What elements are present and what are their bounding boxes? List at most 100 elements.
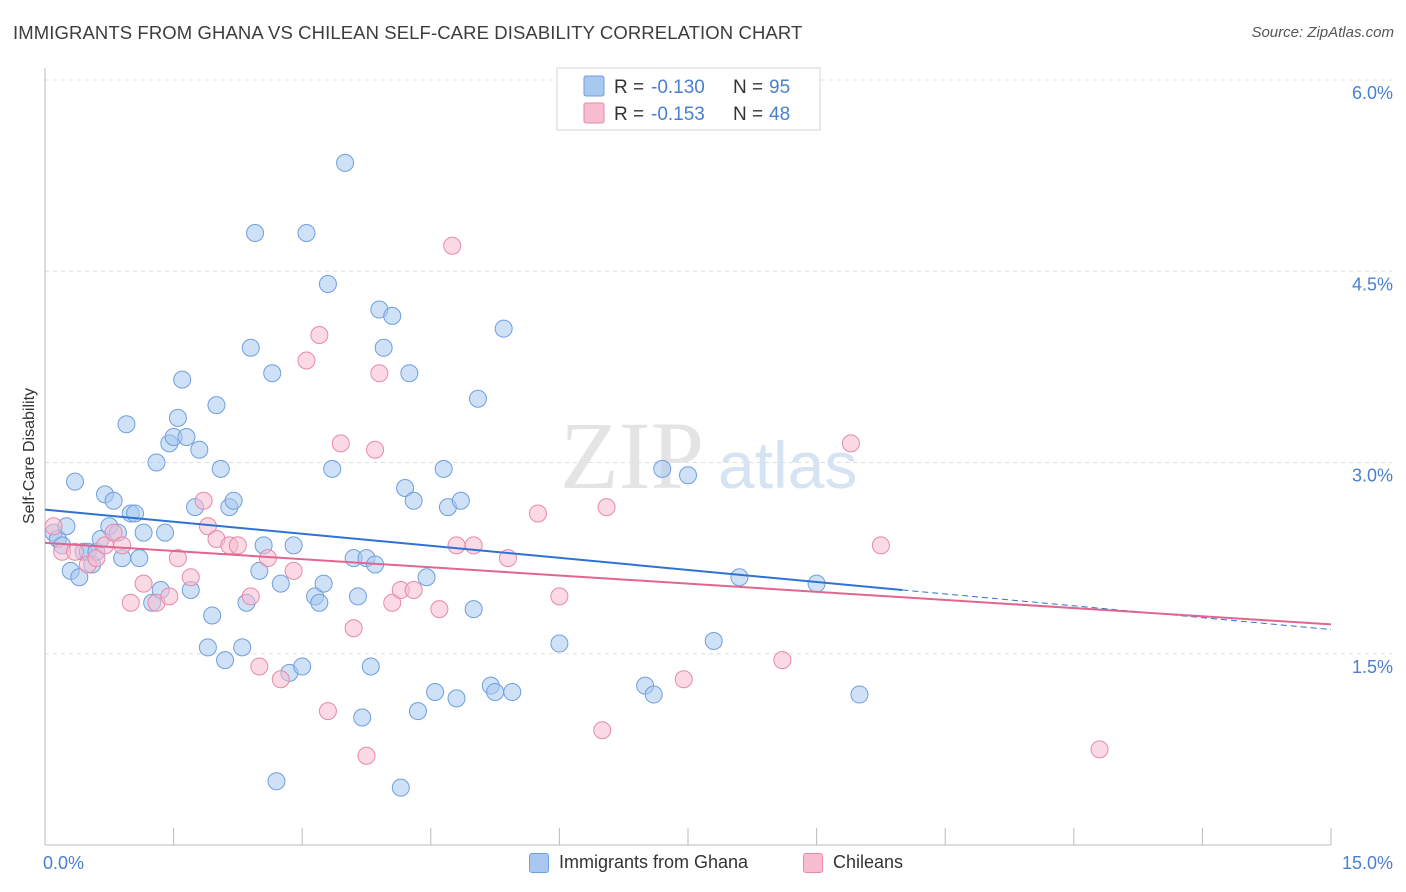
chilean-point-44 <box>674 670 693 689</box>
ghana-trend-line <box>44 508 903 591</box>
chilean-point-24 <box>297 351 316 370</box>
legend-n-value-ghana: 95 <box>769 77 790 98</box>
ghana-point-68 <box>383 306 402 325</box>
axes <box>44 68 1332 846</box>
correlation-legend: R = -0.130 N = 95 R = -0.153 N = 48 <box>556 67 821 131</box>
ghana-point-72 <box>404 491 423 510</box>
ghana-point-81 <box>468 389 487 408</box>
series-legend: Immigrants from Ghana Chileans <box>0 848 1406 880</box>
legend-item-chileans[interactable]: Chileans <box>803 852 903 873</box>
ghana-point-49 <box>271 574 290 593</box>
chilean-point-32 <box>383 593 402 612</box>
chilean-point-12 <box>168 549 187 568</box>
ghana-point-61 <box>348 587 367 606</box>
ghana-point-34 <box>198 638 217 657</box>
chilean-point-4 <box>87 549 106 568</box>
chilean-point-14 <box>194 491 213 510</box>
tick-labels: 1.5% 3.0% 4.5% 6.0% 0.0% 15.0% <box>43 83 1393 873</box>
ghana-point-83 <box>486 683 505 701</box>
legend-swatch-chileans <box>803 852 823 873</box>
ghana-point-5 <box>66 472 85 491</box>
ghana-point-45 <box>250 561 269 580</box>
y-tick-label-2: 4.5% <box>1352 274 1393 294</box>
ghana-point-43 <box>241 338 260 357</box>
chilean-point-2 <box>66 542 85 561</box>
legend-r-value-ghana: -0.130 <box>651 77 705 98</box>
legend-swatch-ghana <box>583 75 605 97</box>
ghana-point-14 <box>104 491 123 510</box>
ghana-point-78 <box>447 689 466 708</box>
ghana-point-94 <box>850 685 869 704</box>
chilean-point-42 <box>593 721 612 740</box>
ghana-point-44 <box>246 224 265 242</box>
ghana-point-70 <box>396 479 415 497</box>
chilean-point-13 <box>181 568 200 587</box>
legend-label-chileans: Chileans <box>833 852 904 872</box>
chilean-point-7 <box>113 536 132 555</box>
ghana-point-33 <box>190 440 209 459</box>
chilean-point-41 <box>550 587 569 606</box>
ghana-point-80 <box>464 600 483 619</box>
ghana-point-41 <box>233 638 252 657</box>
chilean-point-27 <box>331 434 350 453</box>
chilean-point-36 <box>443 236 462 255</box>
chilean-point-34 <box>404 581 423 599</box>
ghana-point-91 <box>704 632 723 650</box>
ghana-point-35 <box>203 606 222 625</box>
ghana-point-21 <box>134 523 153 542</box>
legend-swatch-ghana <box>529 852 549 873</box>
ghana-point-89 <box>653 459 672 478</box>
ghana-point-37 <box>211 459 230 478</box>
chilean-point-40 <box>528 504 547 523</box>
chilean-point-29 <box>357 746 376 765</box>
ghana-point-76 <box>434 459 453 478</box>
y-tick-label-0: 1.5% <box>1352 657 1393 677</box>
ghana-point-84 <box>494 319 513 338</box>
gridlines <box>45 79 1392 655</box>
ghana-point-40 <box>224 491 243 510</box>
ghana-point-17 <box>117 415 136 434</box>
chilean-point-0 <box>44 517 63 536</box>
chilean-point-8 <box>121 593 140 612</box>
trend-lines <box>44 508 1332 631</box>
chilean-point-26 <box>318 702 337 721</box>
chilean-point-28 <box>344 619 363 638</box>
chilean-point-20 <box>250 657 269 676</box>
ghana-point-90 <box>679 466 697 485</box>
ghana-point-28 <box>168 408 187 427</box>
chilean-point-6 <box>104 523 123 542</box>
ghana-point-52 <box>293 657 312 676</box>
ghana-point-53 <box>297 224 316 242</box>
ghana-point-59 <box>336 153 355 172</box>
y-axis-label: Self-Care Disability <box>21 388 38 524</box>
ghana-point-6 <box>70 568 89 587</box>
ghana-point-23 <box>147 453 166 472</box>
x-tick-label-min: 0.0% <box>43 853 84 873</box>
legend-n-label-ghana: N = <box>733 77 763 98</box>
chilean-point-9 <box>134 574 153 593</box>
legend-r-label-ghana: R = <box>614 77 644 98</box>
ghana-point-69 <box>391 778 410 797</box>
chilean-point-48 <box>1090 740 1109 759</box>
legend-item-ghana[interactable]: Immigrants from Ghana <box>529 852 748 873</box>
watermark-atlas: atlas <box>718 428 857 502</box>
ghana-point-51 <box>284 536 303 555</box>
watermark-zip: ZIP <box>560 402 704 509</box>
ghana-point-71 <box>400 364 419 383</box>
chilean-trend-line <box>44 541 1332 626</box>
data-points <box>44 153 1109 797</box>
ghana-point-47 <box>263 364 282 383</box>
chilean-point-11 <box>160 587 179 606</box>
chilean-point-47 <box>871 536 890 555</box>
ghana-point-20 <box>130 549 149 568</box>
ghana-trend-extension <box>902 589 1332 631</box>
ghana-point-57 <box>318 275 337 293</box>
ghana-point-64 <box>361 657 380 676</box>
x-tick-label-max: 15.0% <box>1342 853 1393 873</box>
chilean-point-46 <box>841 434 860 453</box>
ghana-point-62 <box>353 708 372 727</box>
ghana-point-55 <box>310 593 329 612</box>
legend-n-label-chileans: N = <box>733 104 763 125</box>
ghana-point-30 <box>177 428 196 446</box>
